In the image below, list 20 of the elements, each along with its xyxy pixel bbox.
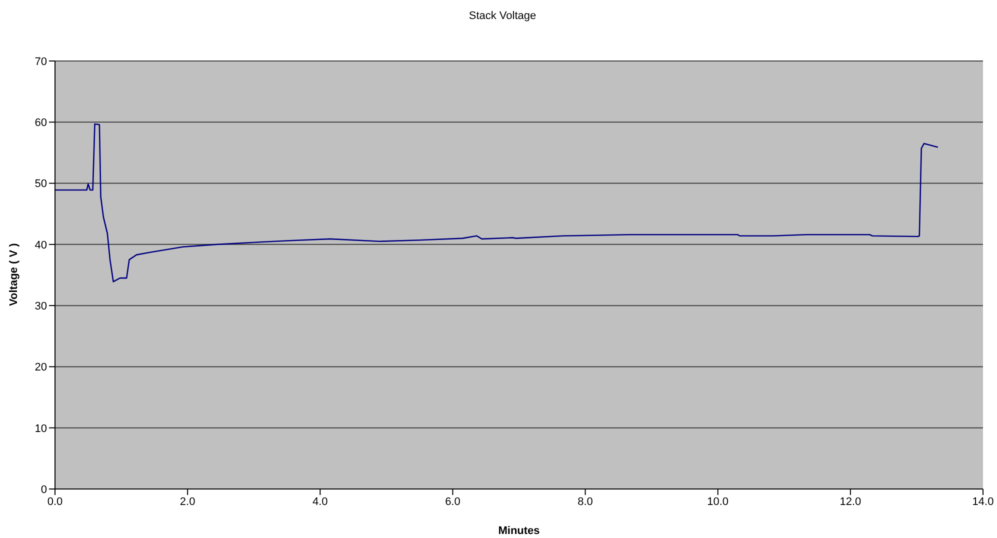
y-tick-label: 0 [40,484,47,496]
y-tick-label: 30 [34,300,47,312]
x-tick-label: 12.0 [840,496,862,508]
x-axis-title: Minutes [498,525,540,537]
x-tick-label: 2.0 [180,496,196,508]
x-tick-label: 8.0 [578,496,593,508]
line-series [55,123,939,282]
y-tick-label: 20 [34,362,47,374]
y-tick-label: 50 [34,178,47,190]
x-tick-label: 14.0 [972,496,994,508]
y-tick-label: 60 [34,117,47,130]
y-axis-title: Voltage ( V ) [8,242,20,308]
x-tick-label: 0.0 [47,496,63,508]
y-tick-label: 40 [34,239,47,252]
y-tick-label: 10 [34,422,47,435]
chart-title: Stack Voltage [468,10,538,22]
x-tick-label: 6.0 [445,496,460,508]
y-tick-label: 70 [34,56,47,68]
x-tick-label: 4.0 [312,496,328,508]
x-tick-label: 10.0 [707,496,729,508]
